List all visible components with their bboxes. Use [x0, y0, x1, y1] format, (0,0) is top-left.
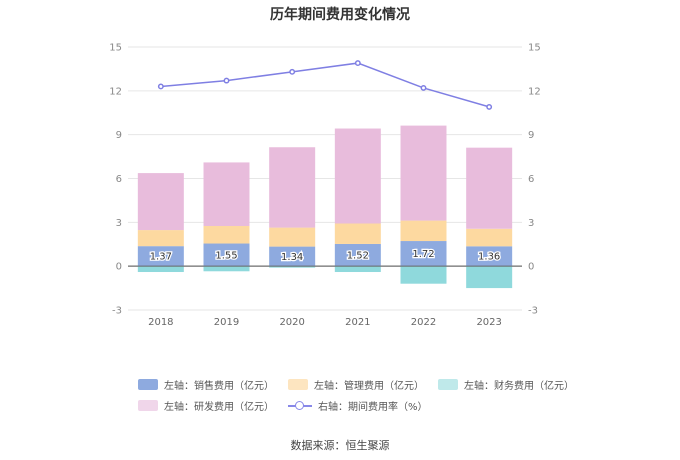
bar-admin — [466, 228, 513, 247]
x-tick-label: 2021 — [345, 317, 370, 328]
legend-swatch-expense-ratio — [288, 400, 312, 411]
x-tick-label: 2023 — [476, 317, 501, 328]
point-expense-ratio — [486, 103, 493, 110]
x-tick-label: 2022 — [411, 317, 436, 328]
point-expense-ratio — [354, 60, 361, 67]
bar-rd — [137, 173, 184, 231]
data-source: 数据来源：恒生聚源 — [290, 439, 390, 452]
bar-sales — [137, 246, 184, 267]
point-expense-ratio — [223, 77, 230, 84]
legend-swatch-admin — [288, 379, 308, 390]
legend-item-finance[interactable]: 左轴：财务费用（亿元） — [438, 377, 574, 392]
bar-admin — [334, 223, 381, 244]
y-tick-left: 0 — [116, 262, 122, 273]
x-tick-label: 2019 — [214, 317, 239, 328]
bar-sales — [400, 241, 447, 267]
bar-admin — [269, 227, 316, 247]
legend-swatch-sales — [138, 379, 158, 390]
y-tick-right: 3 — [528, 218, 534, 229]
y-tick-left: 6 — [116, 174, 122, 185]
legend-label-rd: 左轴：研发费用（亿元） — [164, 402, 274, 413]
x-tick-label: 2018 — [148, 317, 173, 328]
y-tick-left: 12 — [109, 86, 122, 97]
data-label-sales: 1.36 — [478, 252, 500, 263]
bar-finance — [400, 266, 447, 284]
y-tick-left: 3 — [116, 218, 122, 229]
point-expense-ratio — [420, 84, 427, 91]
legend-item-sales[interactable]: 左轴：销售费用（亿元） — [138, 377, 274, 392]
y-tick-left: 9 — [116, 130, 122, 141]
legend-item-rd[interactable]: 左轴：研发费用（亿元） — [138, 398, 274, 413]
bar-sales — [269, 246, 316, 267]
y-tick-right: 9 — [528, 130, 534, 141]
data-label-sales: 1.72 — [412, 249, 434, 260]
legend-item-expense-ratio[interactable]: 右轴：期间费用率（%） — [288, 398, 428, 413]
y-tick-left: 15 — [109, 43, 122, 54]
chart-title: 历年期间费用变化情况 — [270, 7, 410, 23]
bar-sales — [203, 243, 250, 267]
point-expense-ratio — [289, 68, 296, 75]
bar-admin — [400, 220, 447, 242]
bar-finance — [269, 266, 316, 268]
bar-finance — [203, 266, 250, 272]
legend-swatch-rd — [138, 400, 158, 411]
legend-row-2: 左轴：研发费用（亿元） 右轴：期间费用率（%） — [138, 398, 442, 413]
legend-label-expense-ratio: 右轴：期间费用率（%） — [318, 402, 428, 413]
bar-rd — [334, 128, 381, 224]
y-tick-right: -3 — [528, 306, 538, 317]
y-tick-right: 6 — [528, 174, 534, 185]
data-label-sales: 1.37 — [150, 252, 172, 263]
bar-admin — [137, 230, 184, 247]
bar-finance — [137, 266, 184, 273]
y-tick-right: 0 — [528, 262, 534, 273]
bar-rd — [203, 162, 250, 226]
bar-finance — [334, 266, 381, 273]
y-tick-right: 12 — [528, 86, 541, 97]
y-tick-left: -3 — [112, 306, 122, 317]
bar-rd — [400, 125, 447, 221]
bar-sales — [334, 243, 381, 267]
data-label-sales: 1.34 — [281, 252, 303, 263]
line-expense-ratio — [160, 62, 490, 108]
bar-sales — [466, 246, 513, 267]
point-expense-ratio — [157, 83, 164, 90]
data-label-sales: 1.55 — [215, 250, 237, 261]
bar-rd — [269, 147, 316, 228]
legend-swatch-finance — [438, 379, 458, 390]
legend-label-admin: 左轴：管理费用（亿元） — [314, 381, 424, 392]
legend-label-finance: 左轴：财务费用（亿元） — [464, 381, 574, 392]
data-label-sales: 1.52 — [347, 251, 369, 262]
legend-label-sales: 左轴：销售费用（亿元） — [164, 381, 274, 392]
bar-rd — [466, 147, 513, 229]
y-tick-right: 15 — [528, 43, 541, 54]
legend-row-1: 左轴：销售费用（亿元） 左轴：管理费用（亿元） 左轴：财务费用（亿元） — [138, 377, 588, 392]
bar-admin — [203, 225, 250, 244]
legend-item-admin[interactable]: 左轴：管理费用（亿元） — [288, 377, 424, 392]
bar-finance — [466, 266, 513, 289]
x-tick-label: 2020 — [279, 317, 304, 328]
